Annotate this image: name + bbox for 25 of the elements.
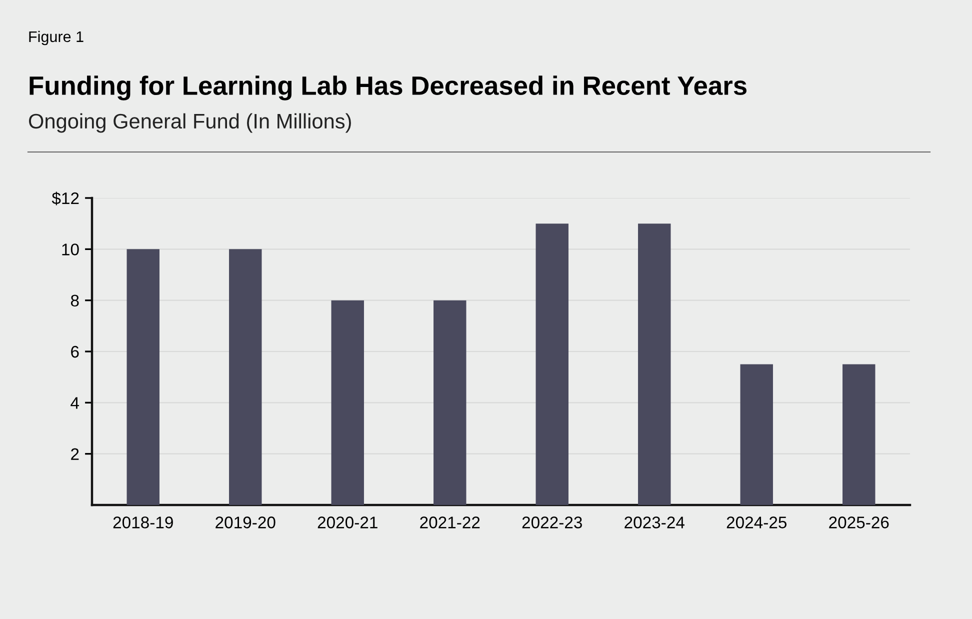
bar (740, 364, 773, 505)
chart-subtitle: Ongoing General Fund (In Millions) (28, 113, 351, 133)
bar (842, 364, 876, 505)
bar (638, 224, 671, 505)
bar (229, 249, 262, 505)
bar (434, 300, 466, 505)
y-tick-label: 4 (70, 397, 80, 409)
y-tick-label: $12 (52, 192, 79, 206)
x-tick-label: 2018-19 (113, 516, 173, 528)
bar (536, 224, 568, 505)
bar (126, 249, 160, 505)
x-tick-label: 2020-21 (318, 516, 378, 528)
x-tick-label: 2025-26 (829, 516, 889, 528)
x-tick-label: 2021-22 (420, 516, 480, 528)
y-tick-label: 6 (71, 346, 79, 358)
bar (331, 300, 364, 505)
y-tick-label: 2 (71, 448, 79, 460)
y-tick-label: 8 (70, 294, 79, 307)
x-tick-label: 2024-25 (726, 516, 787, 528)
x-tick-label: 2022-23 (522, 516, 582, 528)
y-tick-label: 10 (62, 244, 79, 256)
caption: Figure 1 (29, 30, 84, 46)
x-tick-label: 2019-20 (216, 516, 276, 528)
chart-title: Funding for Learning Lab Has Decreased in Recent Years (30, 76, 746, 100)
x-tick-label: 2023-24 (624, 516, 684, 528)
